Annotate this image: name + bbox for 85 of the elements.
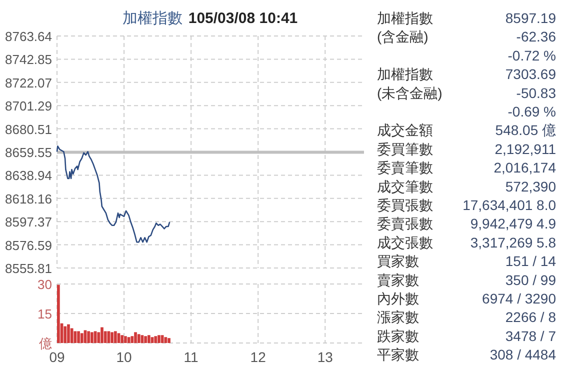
category-label: 內外數 <box>377 290 419 306</box>
category-label: 成交筆數 <box>377 178 433 194</box>
y-tick-label: 8555.81 <box>5 261 52 276</box>
category-label: 加權指數 <box>377 66 433 82</box>
category-label: 平家數 <box>377 346 419 363</box>
bar <box>100 327 104 343</box>
category-label: 委賣張數 <box>377 216 433 232</box>
text: 308 / 4484 <box>490 346 556 363</box>
text: 2266 / 8 <box>505 309 556 326</box>
bar <box>154 336 158 343</box>
x-tick-label: 12 <box>250 349 266 365</box>
bar <box>80 333 84 343</box>
text: 7303.69 <box>505 66 556 82</box>
bar <box>107 331 110 343</box>
category-label: (含金融) <box>377 28 428 45</box>
text: 572,390 <box>505 178 556 194</box>
y-tick-label: 8763.64 <box>5 29 52 44</box>
bar <box>150 337 154 343</box>
bar <box>124 336 127 343</box>
text: 9,942,479 4.9 <box>470 216 556 232</box>
x-tick-label: 11 <box>184 349 199 365</box>
text: 3478 / 7 <box>505 328 556 344</box>
category-label: 加權指數 <box>377 10 433 26</box>
category-label: 委買張數 <box>377 197 433 213</box>
category-label: (未含金融) <box>377 84 442 101</box>
text: 3,317,269 5.8 <box>470 234 556 250</box>
x-tick-label: 10 <box>116 349 132 365</box>
category-label: 委買筆數 <box>377 140 433 157</box>
category-label: 跌家數 <box>377 328 419 344</box>
text: 2,016,174 <box>494 160 556 176</box>
text: -50.83 <box>516 84 556 101</box>
y-tick-label: 30 <box>38 277 52 292</box>
bar <box>144 336 147 343</box>
y-tick-label: 8680.51 <box>5 122 52 137</box>
bar <box>74 331 77 343</box>
bar <box>127 337 130 343</box>
text: 548.05 億 <box>495 122 556 138</box>
y-tick-label: 億 <box>39 336 52 351</box>
text: 2,192,911 <box>494 140 556 157</box>
text: 8597.19 <box>505 10 556 26</box>
x-tick-label: 09 <box>49 349 65 365</box>
y-tick-label: 8638.94 <box>5 168 52 184</box>
bar <box>120 335 124 343</box>
chart-subtitle: 105/03/08 10:41 <box>188 10 298 27</box>
bar <box>134 332 137 343</box>
text: -0.69 % <box>508 104 556 120</box>
category-label: 漲家數 <box>377 309 419 326</box>
bar <box>70 328 74 343</box>
bar <box>94 331 97 343</box>
bar <box>77 331 80 343</box>
bar <box>114 331 117 343</box>
y-tick-label: 8659.55 <box>5 145 52 160</box>
y-tick-label: 8576.59 <box>5 238 52 253</box>
category-label: 買家數 <box>377 253 419 270</box>
y-tick-label: 8742.85 <box>5 52 52 68</box>
category-label: 賣家數 <box>377 272 419 288</box>
text: -0.72 % <box>508 47 556 64</box>
text: 350 / 99 <box>505 272 556 288</box>
line-series <box>56 145 170 243</box>
text: 17,634,401 8.0 <box>462 197 556 213</box>
bar <box>87 331 90 343</box>
bar <box>158 335 160 343</box>
y-tick-label: 8618.16 <box>5 191 52 206</box>
bar <box>130 336 134 343</box>
y-tick-label: 15 <box>38 306 52 322</box>
bar <box>164 337 168 343</box>
chart-title: 加權指數 <box>122 10 182 27</box>
text: 6974 / 3290 <box>482 290 556 306</box>
y-tick-label: 8701.29 <box>5 98 52 114</box>
bar <box>104 331 107 343</box>
bar <box>147 335 150 343</box>
bar <box>137 334 140 343</box>
x-tick-label: 13 <box>317 349 334 365</box>
category-label: 成交張數 <box>377 234 433 250</box>
y-tick-label: 8597.37 <box>5 214 52 230</box>
bar <box>110 332 114 343</box>
y-tick-label: 8722.07 <box>5 75 52 90</box>
text: 151 / 14 <box>505 253 556 270</box>
category-label: 委賣筆數 <box>377 160 433 176</box>
category-label: 成交金額 <box>377 122 433 138</box>
bar <box>64 326 67 343</box>
text: -62.36 <box>516 28 556 45</box>
bar <box>168 338 170 343</box>
bar <box>67 324 70 343</box>
bar <box>90 332 94 343</box>
